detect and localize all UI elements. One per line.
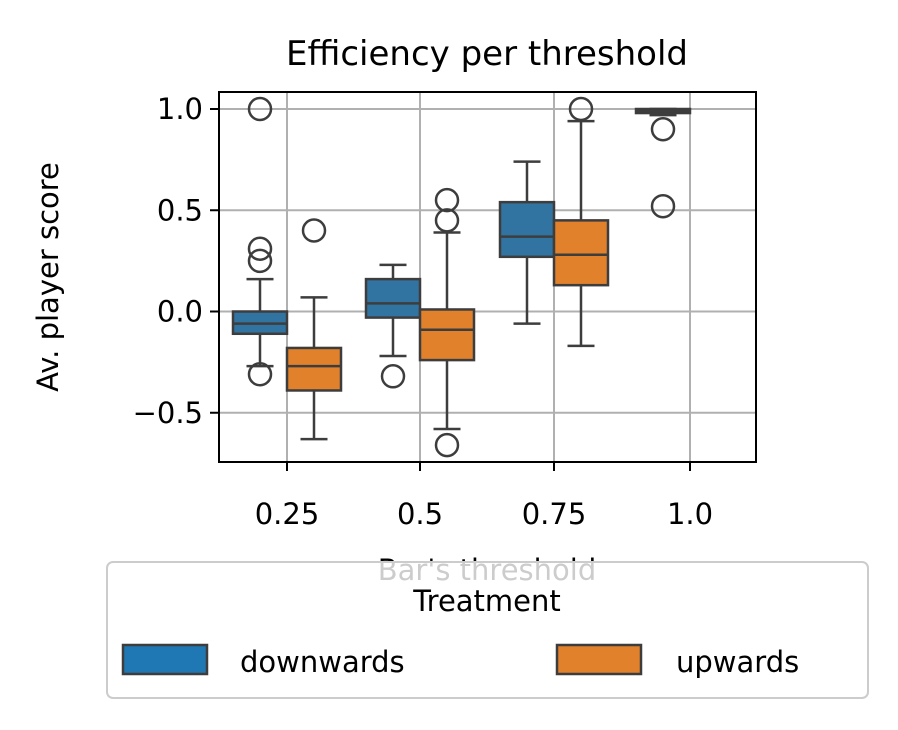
outlier-point [301, 218, 327, 243]
x-tick-label: 0.5 [397, 497, 443, 531]
box-body [418, 308, 476, 362]
outlier-point [650, 117, 676, 142]
y-tick-label: −0.5 [133, 396, 203, 430]
y-axis-label: Av. player score [31, 162, 65, 392]
box-body [498, 200, 556, 259]
legend-label-downwards: downwards [240, 645, 405, 679]
outlier-point [568, 96, 594, 122]
outlier-point [247, 96, 273, 122]
outlier-point [247, 362, 273, 387]
box-body [364, 277, 422, 319]
legend-swatch-upwards [555, 643, 643, 676]
x-tick-label: 1.0 [667, 497, 713, 531]
y-tick-label: 0.5 [157, 193, 203, 227]
y-tick-label: 1.0 [157, 92, 203, 126]
plot-frame [218, 91, 757, 463]
box-downwards-1.0 [634, 107, 692, 219]
box-upwards-0.25 [285, 218, 343, 441]
legend-swatch-downwards [121, 643, 209, 676]
axes: 1.0 0.5 0.0 −0.5 0.25 0.5 0.75 1.0 [133, 92, 713, 531]
legend: Treatment downwards upwards [106, 561, 869, 699]
x-tick-label: 0.75 [522, 497, 587, 531]
box-body [285, 346, 343, 392]
legend-title: Treatment [412, 584, 561, 618]
box-downwards-0.75 [498, 160, 556, 325]
legend-label-upwards: upwards [676, 645, 799, 679]
outlier-point [650, 193, 676, 219]
chart-title: Efficiency per threshold [286, 34, 688, 74]
outlier-point [247, 248, 273, 274]
outlier-point [434, 432, 460, 458]
outlier-point [434, 187, 460, 213]
box-downwards-0.25 [231, 96, 289, 387]
grid [219, 92, 756, 462]
outlier-point [380, 364, 406, 389]
legend-frame [106, 561, 869, 699]
boxes [231, 96, 692, 458]
outlier-point [434, 208, 460, 233]
box-downwards-0.5 [364, 263, 422, 389]
y-tick-label: 0.0 [157, 295, 203, 329]
x-tick-label: 0.25 [255, 497, 320, 531]
box-upwards-0.75 [552, 96, 610, 348]
outlier-point [247, 236, 273, 261]
box-upwards-0.5 [418, 187, 476, 458]
box-body [552, 219, 610, 287]
